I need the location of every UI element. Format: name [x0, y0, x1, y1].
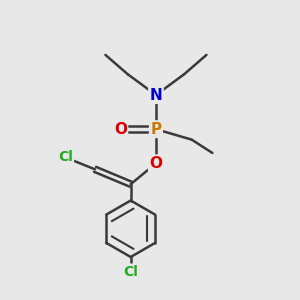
- Text: O: O: [114, 122, 127, 137]
- Text: P: P: [150, 122, 161, 137]
- Text: Cl: Cl: [58, 150, 73, 164]
- Text: Cl: Cl: [123, 265, 138, 279]
- Text: O: O: [149, 156, 162, 171]
- Text: N: N: [150, 88, 162, 103]
